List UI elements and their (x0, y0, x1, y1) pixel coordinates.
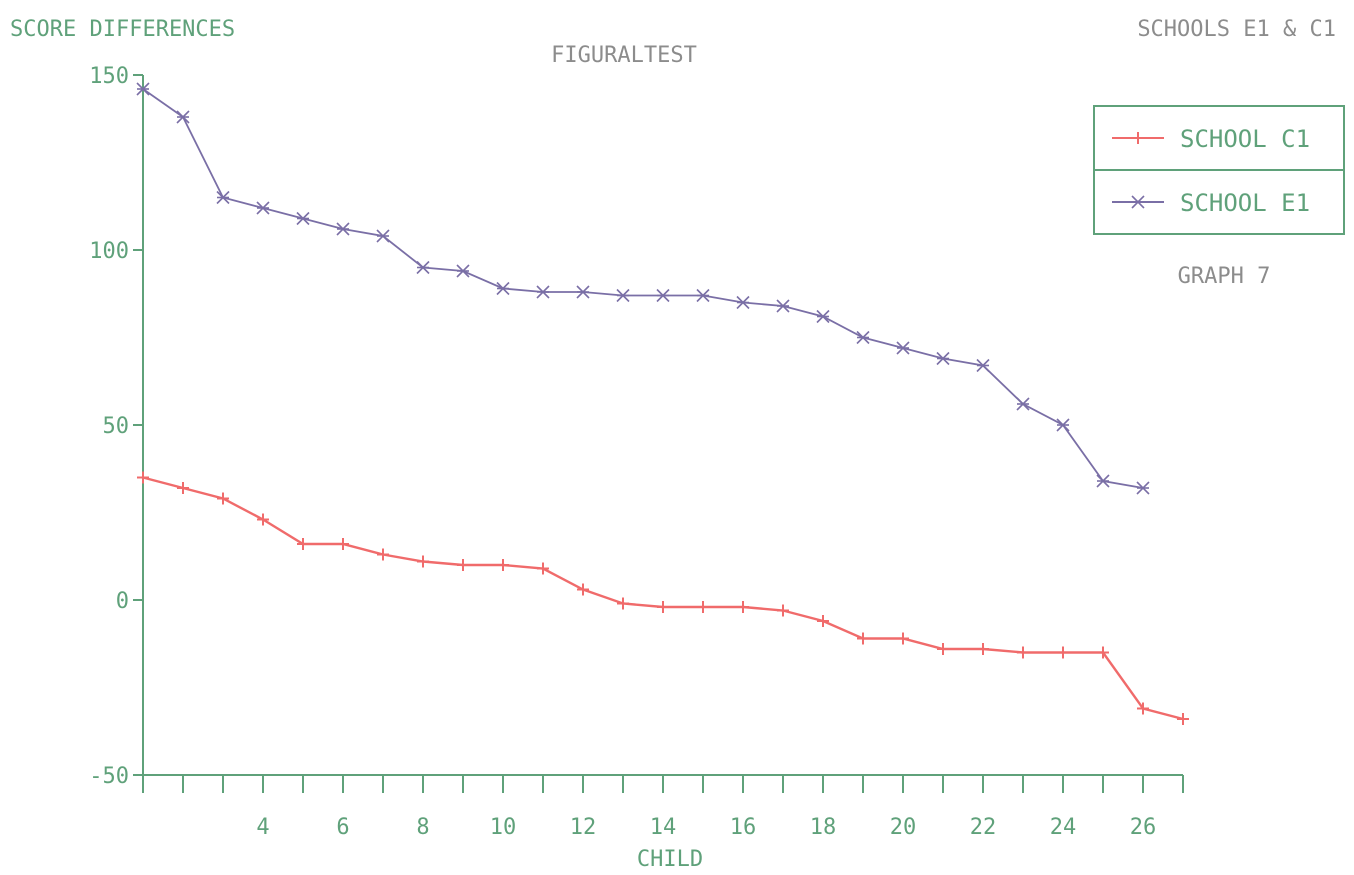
data-point-school-e1 (496, 281, 510, 296)
data-point-school-e1 (256, 201, 270, 215)
data-point-school-c1 (257, 513, 269, 526)
data-point-school-c1 (137, 471, 149, 484)
data-point-school-e1 (456, 264, 470, 278)
y-tick-label: 150 (89, 64, 129, 89)
data-point-school-c1 (817, 615, 829, 627)
legend: SCHOOL C1 SCHOOL E1 (1093, 105, 1345, 235)
data-point-school-e1 (376, 229, 390, 243)
data-point-school-c1 (577, 583, 589, 596)
data-point-school-c1 (657, 601, 669, 613)
data-point-school-e1 (1016, 397, 1030, 411)
data-point-school-c1 (1137, 702, 1149, 715)
data-point-school-e1 (216, 190, 230, 205)
data-point-school-c1 (417, 555, 429, 568)
data-point-school-c1 (1177, 713, 1189, 725)
data-point-school-c1 (857, 632, 869, 645)
data-point-school-e1 (696, 288, 710, 303)
data-point-school-c1 (617, 597, 629, 610)
data-point-school-c1 (777, 604, 789, 617)
data-point-school-e1 (896, 341, 910, 355)
y-tick-label: 50 (103, 414, 130, 439)
graph-label: GRAPH 7 (1178, 264, 1271, 289)
top-right-label: SCHOOLS E1 & C1 (1137, 17, 1336, 42)
data-point-school-c1 (937, 643, 949, 655)
x-tick-label: 4 (256, 815, 269, 840)
data-point-school-c1 (497, 559, 509, 571)
legend-items: SCHOOL C1 SCHOOL E1 (1112, 125, 1310, 217)
data-point-school-c1 (737, 601, 749, 613)
axes: -50 0 50 100 150 4 6 8 10 12 14 16 18 20 22 24 26 (89, 64, 1184, 840)
legend-marker (1132, 132, 1144, 144)
series-layer (136, 82, 1189, 725)
data-point-school-e1 (296, 211, 310, 226)
data-point-school-c1 (897, 632, 909, 645)
y-tick-label: 100 (89, 239, 129, 264)
data-point-school-e1 (1136, 481, 1150, 495)
data-point-school-c1 (297, 538, 309, 550)
legend-item-school-c1: SCHOOL C1 (1112, 125, 1310, 153)
x-tick-label: 12 (570, 815, 597, 840)
series-school-e1 (136, 82, 1150, 495)
data-point-school-e1 (1056, 418, 1070, 432)
x-tick-label: 6 (336, 815, 349, 840)
data-point-school-c1 (377, 548, 389, 561)
top-left-label: SCORE DIFFERENCES (10, 17, 235, 42)
data-point-school-e1 (856, 330, 870, 345)
legend-marker (1131, 195, 1145, 209)
series-school-c1 (137, 471, 1189, 725)
x-tick-label: 18 (810, 815, 837, 840)
data-point-school-e1 (976, 358, 990, 373)
x-tick-label: 16 (730, 815, 757, 840)
data-point-school-e1 (816, 309, 830, 324)
data-point-school-c1 (217, 492, 229, 505)
x-tick-label: 24 (1050, 815, 1077, 840)
data-point-school-e1 (656, 288, 670, 303)
data-point-school-c1 (177, 482, 189, 494)
data-point-school-e1 (936, 351, 950, 366)
x-tick-label: 10 (490, 815, 517, 840)
data-point-school-c1 (337, 538, 349, 550)
x-tick-label: 14 (650, 815, 677, 840)
data-point-school-c1 (977, 643, 989, 655)
y-tick-label: -50 (89, 764, 129, 789)
x-tick-label: 22 (970, 815, 997, 840)
legend-label: SCHOOL C1 (1180, 125, 1310, 153)
data-point-school-e1 (176, 110, 190, 124)
legend-item-school-e1: SCHOOL E1 (1112, 189, 1310, 217)
data-point-school-e1 (776, 299, 790, 313)
series-line-school-c1 (142, 476, 1184, 721)
chart-title: FIGURALTEST (551, 43, 697, 68)
x-tick-label: 20 (890, 815, 917, 840)
data-point-school-e1 (136, 82, 150, 96)
data-point-school-e1 (736, 295, 750, 310)
data-point-school-c1 (1097, 646, 1109, 659)
data-point-school-e1 (616, 288, 630, 303)
x-axis-label: CHILD (637, 847, 703, 872)
x-tick-label: 8 (416, 815, 429, 840)
data-point-school-c1 (1057, 646, 1069, 659)
legend-label: SCHOOL E1 (1180, 189, 1310, 217)
data-point-school-e1 (576, 285, 590, 299)
x-tick-label: 26 (1130, 815, 1157, 840)
y-tick-label: 0 (116, 589, 129, 614)
data-point-school-c1 (697, 601, 709, 613)
data-point-school-e1 (1096, 474, 1110, 488)
data-point-school-e1 (336, 222, 350, 236)
data-point-school-e1 (416, 260, 430, 275)
data-point-school-e1 (536, 285, 550, 299)
series-line-school-e1 (142, 88, 1144, 489)
data-point-school-c1 (457, 559, 469, 571)
data-point-school-c1 (537, 562, 549, 575)
data-point-school-c1 (1017, 646, 1029, 659)
